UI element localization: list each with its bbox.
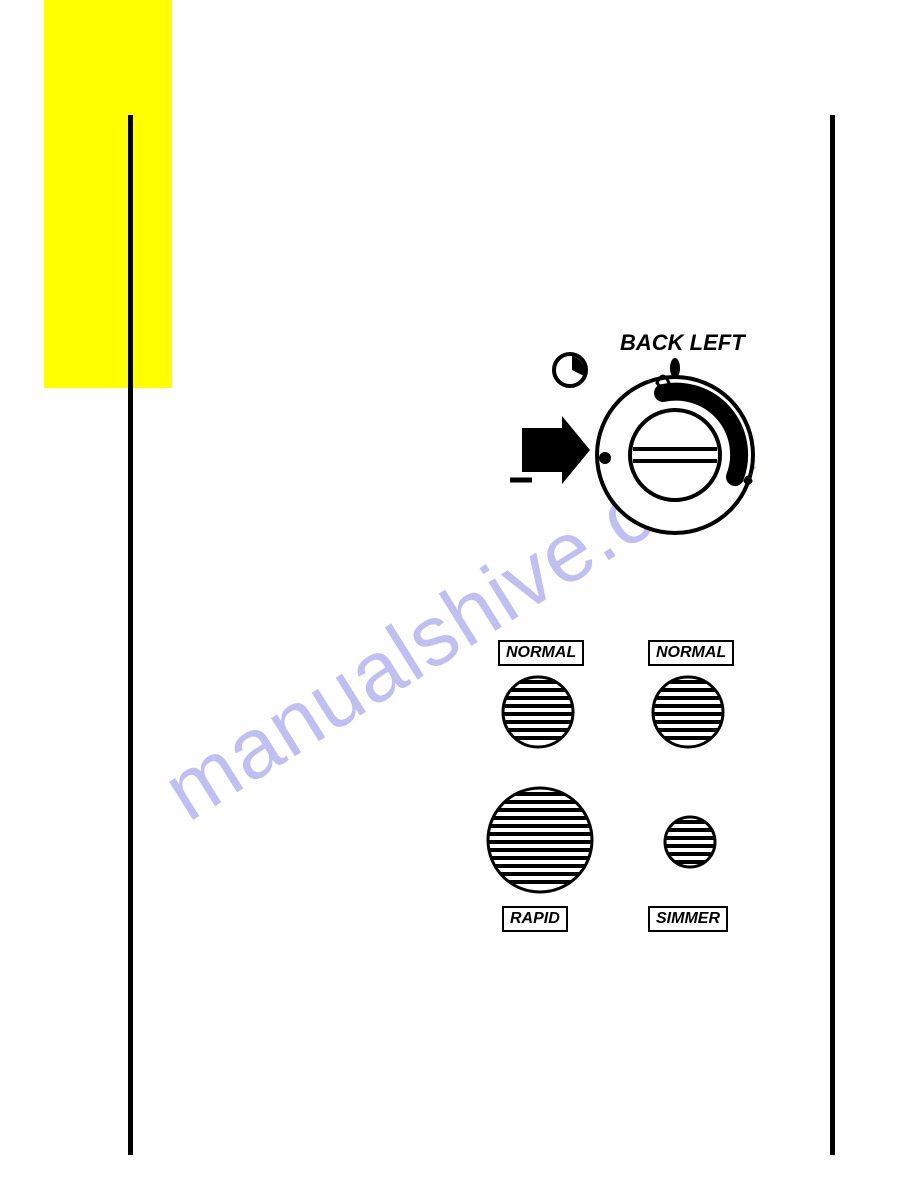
burner-normal-back-right <box>648 672 728 752</box>
left-column-rule <box>128 115 133 1155</box>
burner-label-back-right: NORMAL <box>648 640 734 666</box>
burner-layout: NORMAL NORMAL <box>480 640 800 970</box>
burner-label-back-left: NORMAL <box>498 640 584 666</box>
yellow-sidebar <box>44 0 172 388</box>
burner-label-front-left: RAPID <box>502 906 568 932</box>
knob-svg <box>510 350 810 560</box>
knob-diagram: BACK LEFT <box>510 330 810 560</box>
burner-simmer <box>660 812 720 872</box>
right-column-rule <box>830 115 835 1155</box>
burner-label-front-right: SIMMER <box>648 906 728 932</box>
burner-normal-back-left <box>498 672 578 752</box>
burner-rapid <box>480 780 600 900</box>
